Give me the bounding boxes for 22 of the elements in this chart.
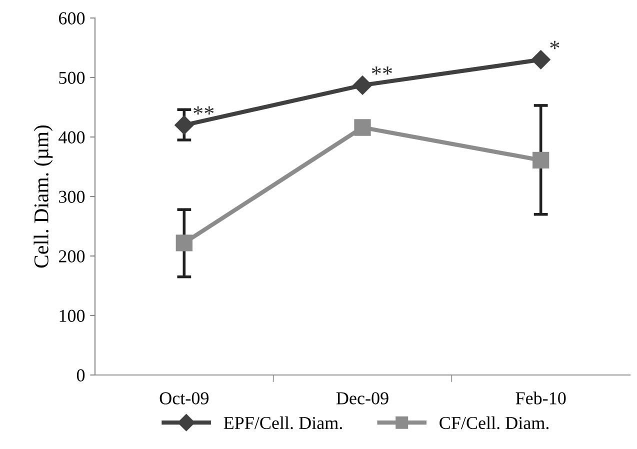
x-tick-label: Oct-09: [160, 392, 208, 404]
point: [354, 119, 371, 136]
legend-label: CF/Cell. Diam.: [440, 416, 549, 430]
legend-label: EPF/Cell. Diam.: [224, 416, 342, 430]
x-tick-label: Feb-10: [516, 392, 566, 404]
point: [176, 234, 192, 252]
y-tick-label: 200: [58, 250, 85, 262]
y-tick-label: 600: [58, 12, 85, 24]
y-tick-label: 100: [60, 310, 85, 322]
point: [532, 152, 550, 169]
x-tick-label: Dec-09: [336, 392, 388, 404]
point: [531, 50, 550, 70]
annotation: **: [194, 106, 214, 115]
y-tick-label: 0: [76, 369, 85, 382]
y-tick-label: 300: [59, 190, 85, 203]
y-axis-title: Cell. Diam. (µm): [34, 125, 53, 268]
y-tick-label: 400: [58, 131, 85, 144]
annotation: *: [550, 40, 560, 50]
point: [352, 76, 372, 95]
y-tick-label: 500: [59, 72, 85, 84]
point: [174, 116, 194, 135]
annotation: **: [372, 66, 392, 75]
